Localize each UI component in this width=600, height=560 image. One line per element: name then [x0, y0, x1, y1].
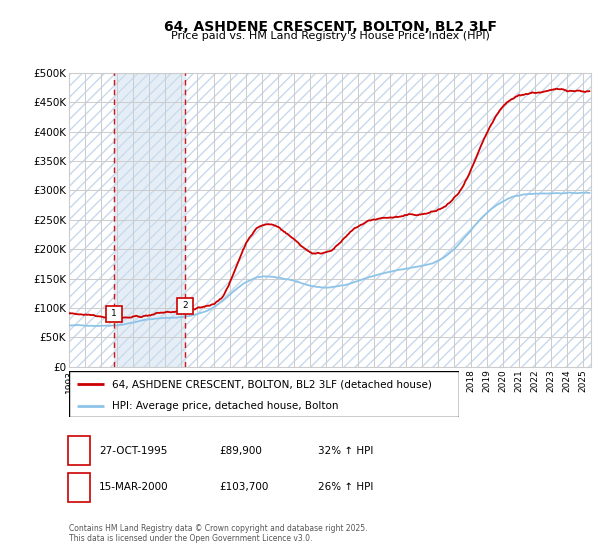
Bar — [114, 73, 185, 367]
Text: HPI: Average price, detached house, Bolton: HPI: Average price, detached house, Bolt… — [112, 401, 338, 410]
Text: £103,700: £103,700 — [219, 482, 268, 492]
Text: 32% ↑ HPI: 32% ↑ HPI — [318, 446, 373, 456]
Text: £89,900: £89,900 — [219, 446, 262, 456]
Text: 27-OCT-1995: 27-OCT-1995 — [99, 446, 167, 456]
Text: 1: 1 — [76, 446, 82, 456]
Text: 64, ASHDENE CRESCENT, BOLTON, BL2 3LF: 64, ASHDENE CRESCENT, BOLTON, BL2 3LF — [163, 20, 497, 34]
Text: Price paid vs. HM Land Registry's House Price Index (HPI): Price paid vs. HM Land Registry's House … — [170, 31, 490, 41]
Text: 26% ↑ HPI: 26% ↑ HPI — [318, 482, 373, 492]
Text: 15-MAR-2000: 15-MAR-2000 — [99, 482, 169, 492]
FancyBboxPatch shape — [69, 371, 459, 417]
Text: 2: 2 — [182, 301, 188, 310]
Text: 1: 1 — [112, 310, 117, 319]
Text: Contains HM Land Registry data © Crown copyright and database right 2025.
This d: Contains HM Land Registry data © Crown c… — [69, 524, 367, 543]
Text: 64, ASHDENE CRESCENT, BOLTON, BL2 3LF (detached house): 64, ASHDENE CRESCENT, BOLTON, BL2 3LF (d… — [112, 379, 432, 389]
Text: 2: 2 — [76, 482, 82, 492]
